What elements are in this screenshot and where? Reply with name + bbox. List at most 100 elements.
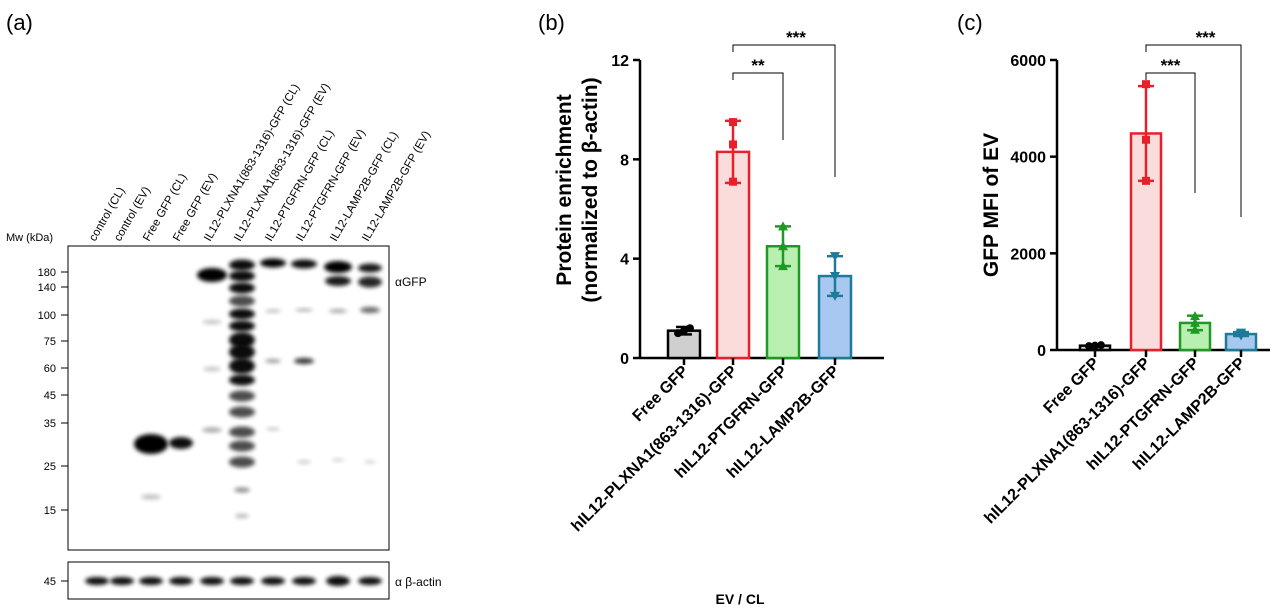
chart-b-plot-point-1-2 xyxy=(680,326,688,335)
blot-label-actin: α β-actin xyxy=(395,575,442,589)
chart-b-plot-point-4-1 xyxy=(830,291,840,301)
chart-c-plot-point-2-2 xyxy=(1142,135,1150,144)
blot-band-26 xyxy=(291,259,317,269)
panel-a-label: (a) xyxy=(6,10,33,35)
chart-b-plot-point-4-2 xyxy=(830,272,840,282)
chart-b-xlabel: EV / CL xyxy=(715,591,764,607)
chart-b-plot-point-3-2 xyxy=(778,241,788,251)
blot-band-8 xyxy=(229,259,255,271)
blot-band-40 xyxy=(364,460,376,464)
chart-b-plot-point-3-1 xyxy=(778,261,788,271)
actin-band-8 xyxy=(292,577,316,585)
blot-band-36 xyxy=(358,276,382,288)
chart-b-plot-ytick-label-2: 8 xyxy=(620,152,629,169)
blot-band-15 xyxy=(229,344,255,360)
blot-band-23 xyxy=(234,487,250,493)
mw-axis-label: Mw (kDa) xyxy=(6,232,53,244)
chart-b-plot-point-3-3 xyxy=(778,221,788,231)
actin-band-3 xyxy=(139,577,163,585)
blot-band-20 xyxy=(229,426,255,438)
blot-band-39 xyxy=(332,458,344,462)
actin-marker-label: 45 xyxy=(44,576,56,588)
blot-band-13 xyxy=(229,320,255,332)
chart-c-plot-point-2-3 xyxy=(1142,80,1150,89)
chart-b-plot-ytick-label-3: 12 xyxy=(611,53,629,70)
blot-band-9 xyxy=(229,270,255,282)
mw-marker-100: 100 xyxy=(38,310,56,322)
blot-band-2 xyxy=(169,437,193,449)
chart-b-plot-point-1-3 xyxy=(686,324,694,333)
blot-band-28 xyxy=(295,308,313,312)
mw-marker-75: 75 xyxy=(44,336,56,348)
mw-markers: 180 140 100 75 60 45 35 25 15 xyxy=(38,267,68,517)
actin-band-7 xyxy=(261,577,285,585)
western-blot-panel: (a) Mw (kDa) control (CL)control (EV)Fre… xyxy=(6,10,442,600)
chart-c-plot-sig-label-2: *** xyxy=(1196,28,1216,47)
actin-band-2 xyxy=(110,577,134,585)
blot-band-32 xyxy=(297,460,311,464)
mw-marker-60: 60 xyxy=(44,363,56,375)
blot-band-10 xyxy=(229,282,255,294)
blot-band-16 xyxy=(229,358,255,374)
chart-c-plot-point-3-1 xyxy=(1190,324,1200,334)
actin-band-5 xyxy=(200,577,224,585)
chart-b-ylabel-line2: (normalized to β-actin) xyxy=(579,77,602,302)
panel-c-label: (c) xyxy=(957,10,983,35)
blot-band-21 xyxy=(229,440,255,452)
mw-marker-45: 45 xyxy=(44,390,56,402)
chart-b-plot-sig-label-2: *** xyxy=(786,28,806,47)
chart-c-plot-sig-label-1: *** xyxy=(1161,56,1181,75)
chart-c-ylabel: GFP MFI of EV xyxy=(980,133,1003,277)
blot-band-37 xyxy=(329,309,347,313)
blot-main-frame xyxy=(67,245,390,551)
chart-b-plot-point-2-3 xyxy=(729,118,737,127)
blot-band-7 xyxy=(202,427,222,433)
blot-band-24 xyxy=(235,514,249,518)
chart-c-plot-point-1-1 xyxy=(1085,342,1093,351)
blot-band-19 xyxy=(229,406,255,418)
blot-band-5 xyxy=(202,320,222,324)
chart-b-plot-point-4-3 xyxy=(830,252,840,262)
actin-band-1 xyxy=(85,577,109,585)
chart-b-ylabel-line1: Protein enrichment xyxy=(553,94,576,285)
chart-b-plot-ytick-label-0: 0 xyxy=(620,351,629,368)
chart-c-plot-ytick-label-0: 0 xyxy=(1037,343,1046,360)
chart-c-plot-point-3-3 xyxy=(1190,311,1200,321)
mw-marker-35: 35 xyxy=(44,418,56,430)
actin-band-9 xyxy=(326,576,350,586)
blot-band-35 xyxy=(358,263,382,273)
actin-band-10 xyxy=(358,577,382,585)
actin-band-4 xyxy=(169,577,193,585)
blot-band-18 xyxy=(229,390,255,402)
blot-band-14 xyxy=(229,332,255,348)
chart-c-plot-sig-bracket-1 xyxy=(1145,72,1196,193)
blot-band-27 xyxy=(265,309,281,313)
chart-c-plot-ytick-label-3: 6000 xyxy=(1010,53,1046,70)
blot-label-gfp: αGFP xyxy=(395,275,427,289)
lane-labels: control (CL)control (EV)Free GFP (CL)Fre… xyxy=(87,81,433,243)
chart-c-plot-ytick-label-2: 4000 xyxy=(1010,150,1046,167)
mw-marker-15: 15 xyxy=(44,505,56,517)
blot-band-12 xyxy=(229,308,255,320)
blot-band-3 xyxy=(141,494,161,500)
blot-band-22 xyxy=(229,456,255,468)
blot-band-4 xyxy=(197,268,227,282)
actin-band-6 xyxy=(230,577,254,585)
chart-b-plot-point-1-1 xyxy=(674,329,682,338)
chart-b-plot-ytick-label-1: 4 xyxy=(620,252,629,269)
mw-marker-140: 140 xyxy=(38,282,56,294)
chart-c-plot-point-1-3 xyxy=(1097,341,1105,350)
chart-b-plot-sig-bracket-2 xyxy=(732,44,836,177)
chart-c-plot-point-2-1 xyxy=(1142,176,1150,185)
panel-b-label: (b) xyxy=(538,10,565,35)
chart-c-plot-ytick-label-1: 2000 xyxy=(1010,246,1046,263)
blot-band-30 xyxy=(294,358,314,364)
chart-b: (b) Protein enrichment (normalized to β-… xyxy=(538,10,884,607)
blot-band-31 xyxy=(266,427,280,431)
blot-band-6 xyxy=(203,367,221,371)
blot-band-29 xyxy=(265,359,281,363)
